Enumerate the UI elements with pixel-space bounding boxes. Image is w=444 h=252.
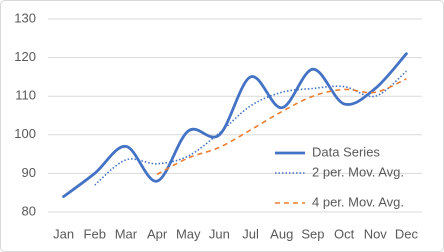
y-tick-label: 110	[15, 88, 36, 103]
x-tick-label: Nov	[364, 226, 388, 241]
legend-label: 4 per. Mov. Avg.	[312, 194, 404, 209]
x-tick-label: Mar	[115, 226, 138, 241]
x-tick-label: Aug	[270, 226, 293, 241]
y-tick-label: 120	[14, 49, 36, 64]
x-tick-label: Dec	[395, 226, 419, 241]
y-tick-label: 100	[14, 126, 36, 141]
series-line	[156, 78, 407, 176]
x-tick-label: May	[176, 226, 201, 241]
legend-label: Data Series	[312, 144, 380, 159]
x-tick-label: Sep	[301, 226, 324, 241]
y-tick-label: 80	[22, 203, 36, 218]
x-tick-label: Jul	[242, 226, 259, 241]
x-tick-label: Jun	[209, 226, 230, 241]
series-line	[62, 52, 408, 198]
x-tick-label: Oct	[334, 226, 355, 241]
x-tick-label: Feb	[84, 226, 106, 241]
x-tick-label: Jan	[53, 226, 74, 241]
legend-label: 2 per. Mov. Avg.	[312, 164, 404, 179]
x-tick-label: Apr	[147, 226, 168, 241]
series-line	[94, 70, 407, 186]
y-tick-label: 130	[14, 10, 36, 25]
y-tick-label: 90	[22, 165, 36, 180]
